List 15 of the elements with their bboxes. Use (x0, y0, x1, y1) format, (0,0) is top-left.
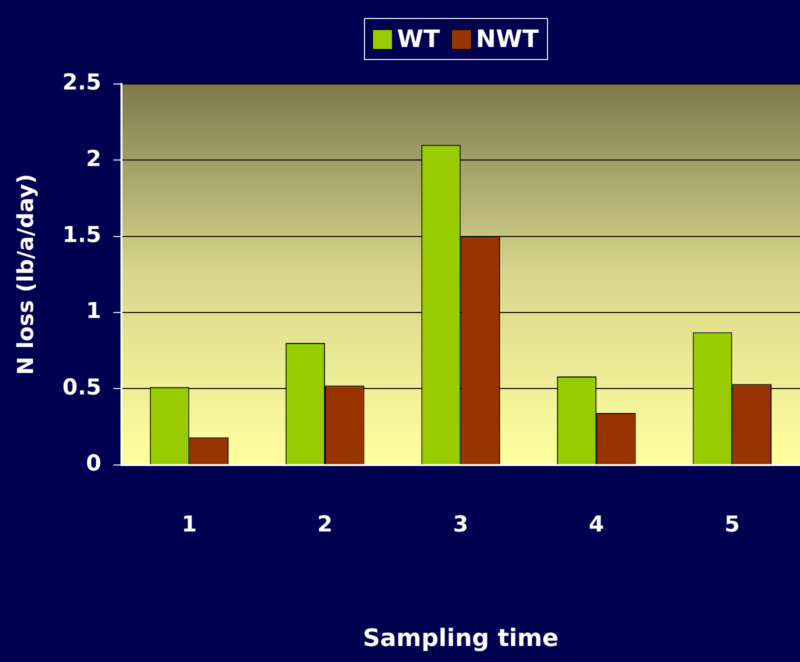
x-tick-label: 3 (453, 512, 468, 538)
y-tick-label: 2.5 (62, 70, 102, 96)
y-axis-title: N loss (lb/a/day) (14, 174, 39, 375)
x-tick-label: 2 (317, 512, 333, 538)
y-tick-label: 0.5 (62, 375, 102, 400)
y-tick-label: 2 (86, 146, 102, 172)
x-axis-title: Sampling time (362, 624, 559, 652)
x-tick-label: 1 (182, 512, 197, 538)
y-tick-label: 1 (86, 299, 102, 324)
legend-label: NWT (476, 25, 539, 53)
y-tick-label: 0 (86, 452, 102, 477)
x-tick-label: 5 (724, 512, 740, 538)
x-tick-label: 4 (588, 512, 604, 538)
legend-label: WT (397, 25, 440, 53)
y-tick-label: 1.5 (62, 223, 102, 248)
